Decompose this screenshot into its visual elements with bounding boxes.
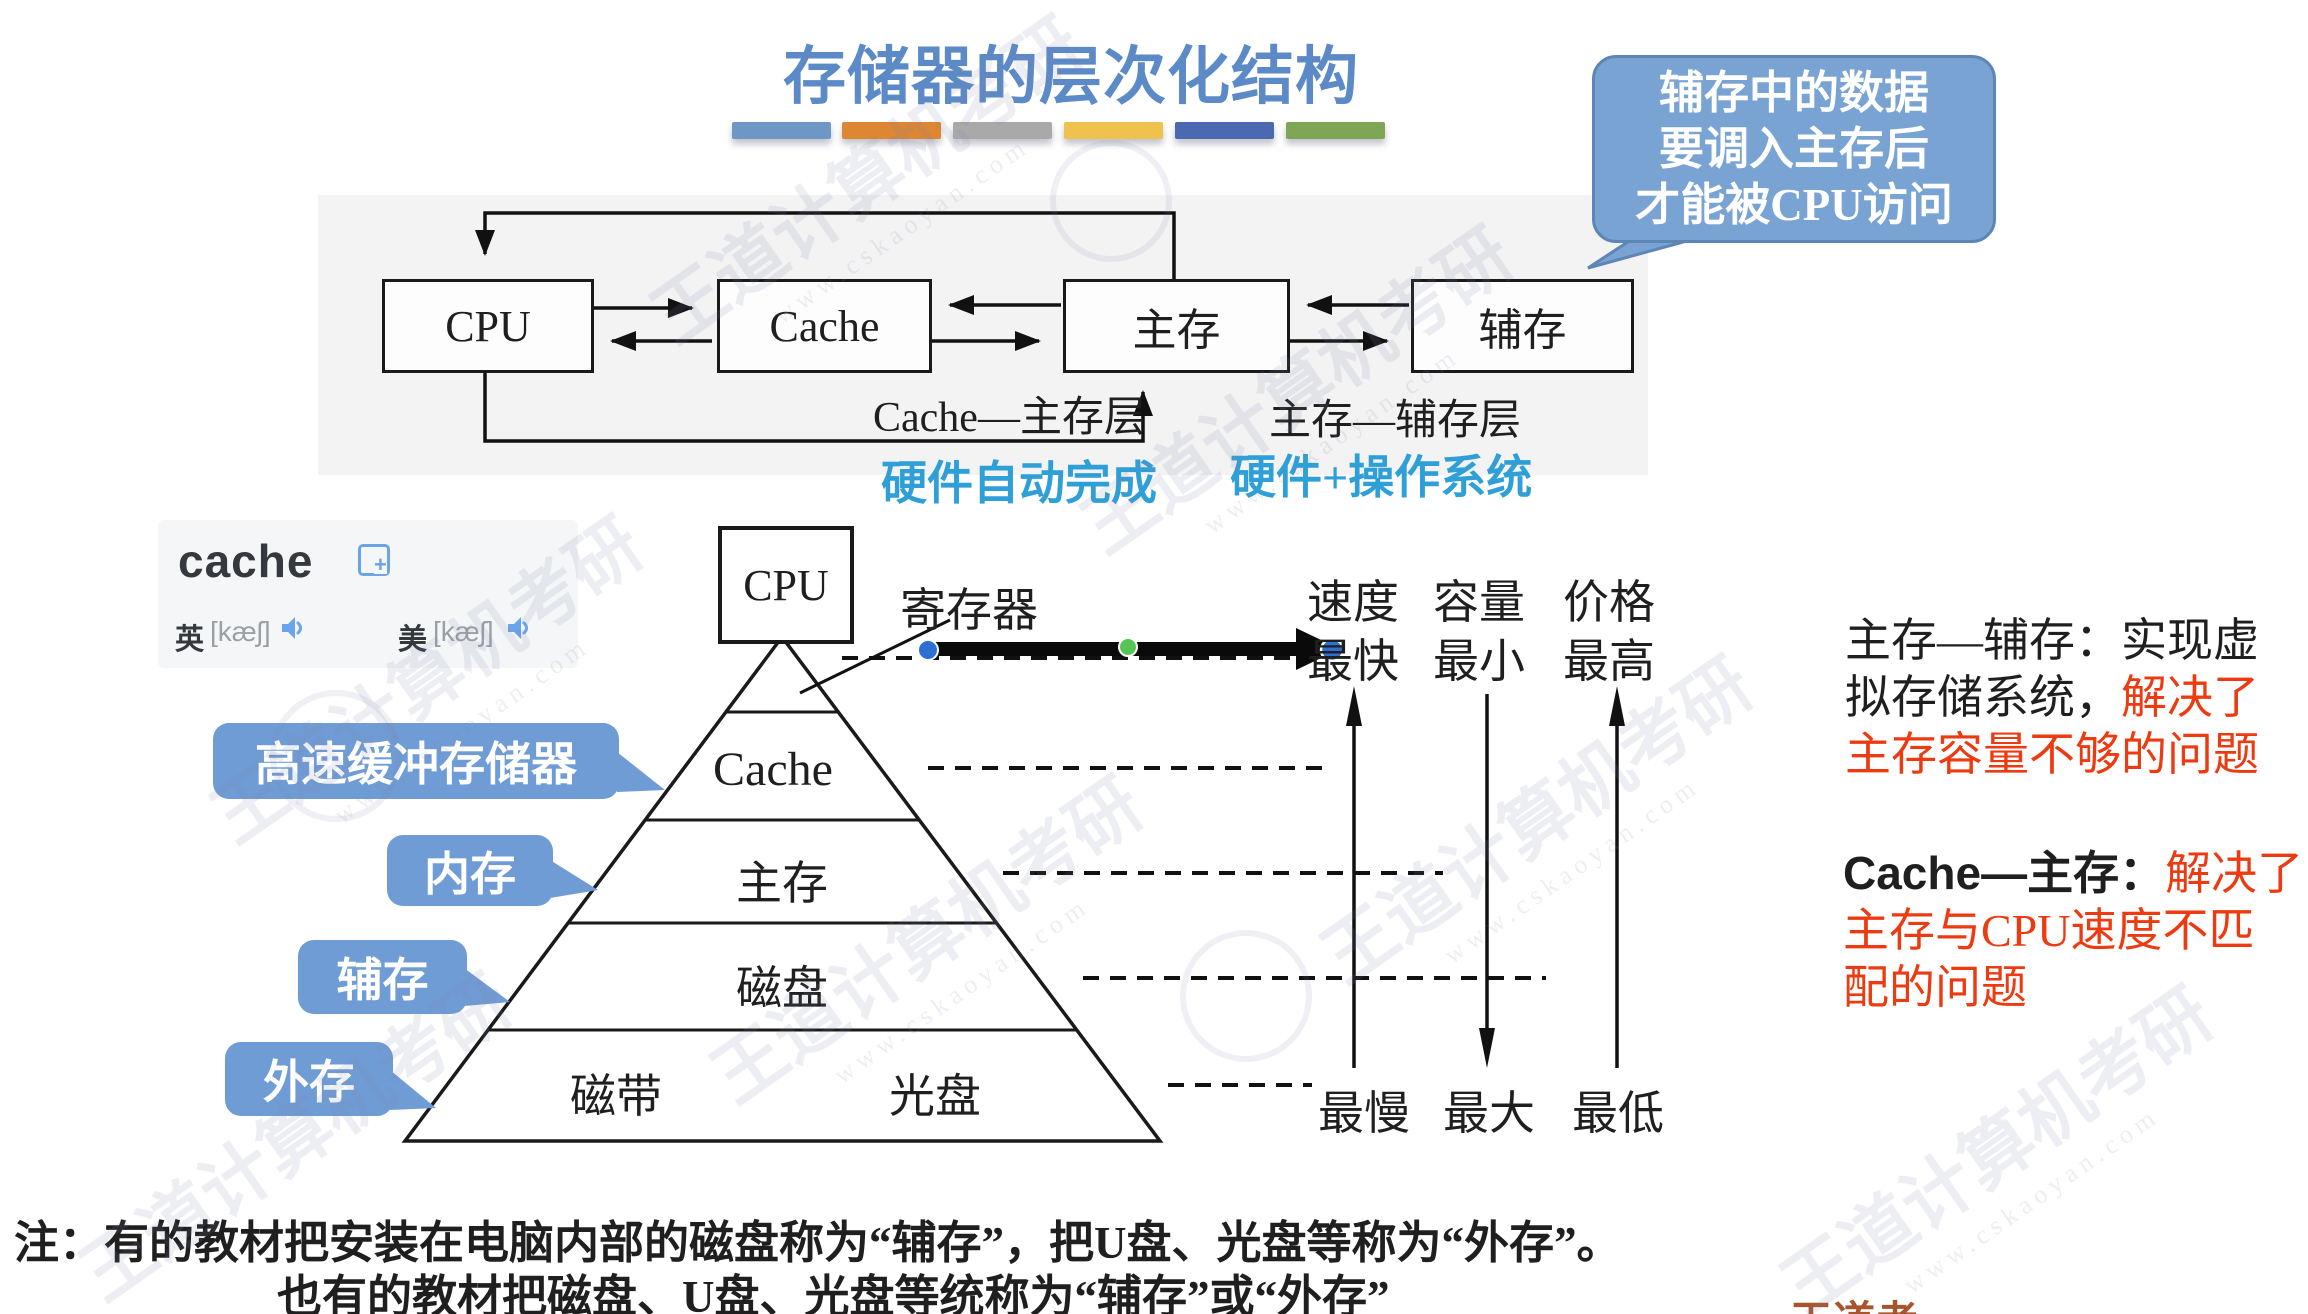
metric-bottom-speed: 最慢 bbox=[1318, 1088, 1410, 1139]
us-tag: 美 bbox=[398, 624, 428, 656]
us-phonetic: [kæʃ] bbox=[433, 616, 494, 647]
progress-dot-mid[interactable] bbox=[1118, 637, 1138, 657]
label-main-aux-layer: 主存—辅存层 bbox=[1269, 398, 1522, 444]
box-cpu: CPU bbox=[382, 279, 594, 373]
accent-bar-1 bbox=[732, 122, 831, 139]
callout-tail-fucun bbox=[464, 968, 510, 1006]
progress-dot-end[interactable] bbox=[1319, 637, 1345, 663]
pyramid-level-disk: 磁盘 bbox=[736, 963, 828, 1014]
price-arrow-head-up bbox=[1609, 686, 1625, 726]
annotation-main-aux-line2-black: 拟存储系统， bbox=[1845, 672, 2121, 723]
annotation-cache-main-line1-red: 解决了 bbox=[2165, 848, 2304, 899]
speech-bubble-line2: 要调入主存后 bbox=[1658, 124, 1929, 174]
box-cache: Cache bbox=[717, 279, 932, 373]
page-title: 存储器的层次化结构 bbox=[783, 42, 1359, 112]
callout-neicun: 内存 bbox=[387, 835, 553, 906]
annotation-cache-main-line1: Cache—主存：解决了 bbox=[1843, 845, 2303, 902]
metric-top-capacity: 最小 bbox=[1433, 636, 1525, 687]
pyramid-cpu-box: CPU bbox=[718, 526, 854, 644]
dictionary-word: cache bbox=[178, 535, 314, 587]
uk-tag: 英 bbox=[175, 624, 205, 656]
annotation-main-aux-line1: 主存—辅存：实现虚 bbox=[1845, 615, 2259, 666]
metric-header-speed: 速度 bbox=[1307, 577, 1399, 628]
note-line1: 注：有的教材把安装在电脑内部的磁盘称为“辅存”，把U盘、光盘等称为“外存”。 bbox=[14, 1218, 1622, 1268]
note-line2: 也有的教材把磁盘、U盘、光盘等统称为“辅存”或“外存” bbox=[277, 1272, 1390, 1314]
loop-cpu-to-mainmem bbox=[483, 367, 1153, 443]
callout-cache: 高速缓冲存储器 bbox=[213, 723, 619, 799]
metric-bottom-capacity: 最大 bbox=[1443, 1088, 1535, 1139]
annotation-cache-main-line3: 配的问题 bbox=[1843, 962, 2027, 1013]
dictionary-widget: cache + 英 [kæʃ] 美 [kæʃ] bbox=[158, 520, 578, 668]
us-speaker-icon[interactable] bbox=[506, 614, 534, 642]
annotation-cache-main: Cache—主存：解决了 主存与CPU速度不匹 配的问题 bbox=[1843, 845, 2303, 1016]
pyramid-base-tape: 磁带 bbox=[570, 1071, 662, 1122]
accent-bar-2 bbox=[842, 122, 941, 139]
metric-top-price: 最高 bbox=[1563, 636, 1655, 687]
annotation-main-aux: 主存—辅存：实现虚 拟存储系统，解决了 主存容量不够的问题 bbox=[1845, 612, 2259, 783]
accent-bar-5 bbox=[1175, 122, 1274, 139]
progress-dot-start[interactable] bbox=[917, 639, 939, 661]
annotation-main-aux-line2: 拟存储系统，解决了 bbox=[1845, 669, 2259, 726]
annotation-cache-main-line1-black: Cache—主存： bbox=[1843, 847, 2166, 899]
register-label: 寄存器 bbox=[900, 585, 1038, 636]
annotation-main-aux-line2-red: 解决了 bbox=[2121, 672, 2259, 723]
add-plus-icon: + bbox=[374, 552, 387, 577]
metric-bottom-price: 最低 bbox=[1572, 1088, 1664, 1139]
label-cache-main-layer: Cache—主存层 bbox=[873, 395, 1146, 441]
label-hardware-os: 硬件+操作系统 bbox=[1230, 452, 1533, 503]
callout-tail-neicun bbox=[550, 860, 598, 898]
uk-phonetic: [kæʃ] bbox=[210, 616, 271, 647]
callout-tail-cache bbox=[617, 752, 665, 792]
speech-bubble-line3: 才能被CPU访问 bbox=[1635, 180, 1953, 230]
callout-waicun: 外存 bbox=[225, 1042, 393, 1116]
metric-top-speed: 最快 bbox=[1307, 636, 1399, 687]
pyramid-base-optical: 光盘 bbox=[889, 1071, 981, 1122]
callout-tail-waicun bbox=[390, 1070, 436, 1110]
annotation-main-aux-line3: 主存容量不够的问题 bbox=[1845, 729, 2259, 780]
pyramid-level-cache: Cache bbox=[713, 743, 833, 796]
speech-bubble: 辅存中的数据 要调入主存后 才能被CPU访问 bbox=[1592, 55, 1996, 243]
accent-bar-6 bbox=[1286, 122, 1385, 139]
speech-bubble-line1: 辅存中的数据 bbox=[1658, 68, 1929, 118]
loop-mainmem-to-cpu bbox=[475, 211, 1176, 279]
brand-watermark-text: 王道考研/CSKAOYAN.COM bbox=[1790, 1288, 2308, 1314]
annotation-cache-main-line2: 主存与CPU速度不匹 bbox=[1843, 905, 2255, 956]
uk-speaker-icon[interactable] bbox=[280, 614, 308, 642]
pyramid-level-mainmem: 主存 bbox=[736, 858, 828, 909]
callout-fucun: 辅存 bbox=[298, 940, 467, 1014]
metric-header-price: 价格 bbox=[1563, 577, 1655, 628]
accent-bar-3 bbox=[953, 122, 1052, 139]
box-auxiliary-memory: 辅存 bbox=[1411, 279, 1634, 373]
box-main-memory: 主存 bbox=[1063, 279, 1290, 373]
register-speed-arrow-head bbox=[1296, 628, 1340, 670]
speed-arrow-head-up bbox=[1346, 686, 1362, 726]
add-to-wordbook-icon[interactable] bbox=[358, 544, 390, 576]
accent-bar-4 bbox=[1064, 122, 1163, 139]
metric-header-capacity: 容量 bbox=[1433, 577, 1525, 628]
label-hardware-auto: 硬件自动完成 bbox=[881, 458, 1157, 509]
capacity-arrow-head-down bbox=[1479, 1028, 1495, 1068]
